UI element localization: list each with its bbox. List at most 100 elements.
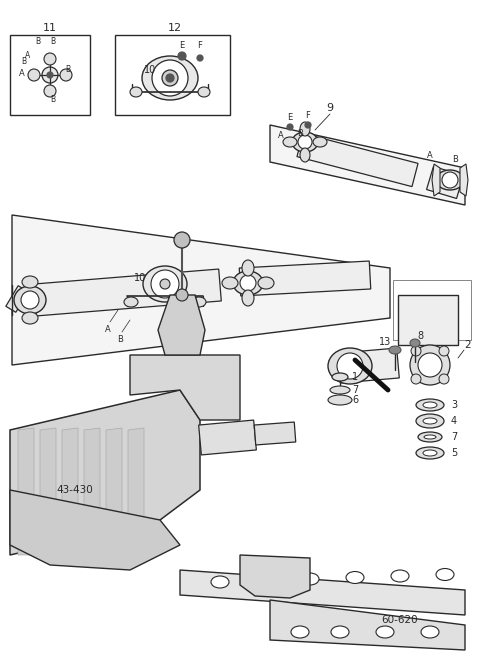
- Ellipse shape: [242, 290, 254, 306]
- Ellipse shape: [411, 346, 421, 356]
- Polygon shape: [297, 133, 418, 186]
- Ellipse shape: [233, 271, 263, 295]
- Text: 43-430: 43-430: [57, 485, 94, 495]
- Text: 13: 13: [379, 337, 391, 347]
- Text: E: E: [180, 41, 185, 51]
- Ellipse shape: [418, 432, 442, 442]
- Text: B: B: [50, 37, 56, 47]
- Ellipse shape: [28, 69, 40, 81]
- Text: B: B: [50, 96, 56, 104]
- Ellipse shape: [44, 53, 56, 65]
- Ellipse shape: [423, 418, 437, 424]
- Ellipse shape: [211, 576, 229, 588]
- Bar: [393, 280, 471, 340]
- Polygon shape: [199, 420, 256, 455]
- Ellipse shape: [391, 570, 409, 582]
- Ellipse shape: [42, 67, 58, 83]
- Ellipse shape: [44, 85, 56, 97]
- Ellipse shape: [130, 87, 142, 97]
- Text: 2: 2: [465, 340, 471, 350]
- Ellipse shape: [298, 135, 312, 149]
- Ellipse shape: [376, 626, 394, 638]
- Ellipse shape: [389, 346, 401, 354]
- Ellipse shape: [410, 345, 450, 385]
- Text: A: A: [25, 51, 31, 60]
- Text: B: B: [452, 155, 458, 165]
- Polygon shape: [62, 428, 78, 555]
- Ellipse shape: [330, 386, 350, 394]
- Polygon shape: [18, 428, 34, 555]
- Text: B: B: [117, 335, 123, 344]
- Text: B: B: [22, 58, 26, 66]
- Bar: [115, 35, 230, 115]
- Ellipse shape: [198, 87, 210, 97]
- Text: B: B: [36, 37, 41, 47]
- Ellipse shape: [60, 69, 72, 81]
- Ellipse shape: [337, 353, 363, 379]
- Ellipse shape: [240, 275, 256, 291]
- Ellipse shape: [328, 395, 352, 405]
- Text: A: A: [19, 68, 25, 77]
- Bar: [10, 35, 90, 115]
- Ellipse shape: [162, 70, 178, 86]
- Ellipse shape: [313, 137, 327, 147]
- Text: 5: 5: [451, 448, 457, 458]
- Text: 10: 10: [144, 65, 156, 75]
- Text: 4: 4: [451, 416, 457, 426]
- Polygon shape: [34, 269, 221, 316]
- Ellipse shape: [423, 450, 437, 456]
- Ellipse shape: [418, 353, 442, 377]
- Polygon shape: [270, 125, 465, 205]
- Polygon shape: [427, 167, 464, 199]
- Ellipse shape: [258, 277, 274, 289]
- Polygon shape: [10, 490, 180, 570]
- Text: F: F: [306, 110, 311, 119]
- Ellipse shape: [283, 137, 297, 147]
- Ellipse shape: [442, 172, 458, 188]
- Text: A: A: [278, 131, 284, 140]
- Ellipse shape: [176, 289, 188, 301]
- Ellipse shape: [142, 56, 198, 100]
- Ellipse shape: [416, 447, 444, 459]
- Ellipse shape: [222, 277, 238, 289]
- Polygon shape: [10, 390, 200, 555]
- Ellipse shape: [287, 124, 293, 130]
- Ellipse shape: [411, 374, 421, 384]
- Polygon shape: [40, 428, 56, 555]
- Text: 6: 6: [352, 395, 358, 405]
- Ellipse shape: [178, 52, 186, 60]
- Ellipse shape: [416, 399, 444, 411]
- Ellipse shape: [436, 170, 464, 190]
- Ellipse shape: [439, 374, 449, 384]
- Ellipse shape: [22, 312, 38, 324]
- Polygon shape: [239, 261, 371, 296]
- Ellipse shape: [292, 132, 318, 152]
- Text: 11: 11: [43, 23, 57, 33]
- Ellipse shape: [416, 414, 444, 428]
- Polygon shape: [12, 215, 390, 365]
- Polygon shape: [339, 348, 399, 383]
- Text: 7: 7: [352, 385, 358, 395]
- Ellipse shape: [300, 122, 310, 136]
- Text: B: B: [297, 129, 303, 138]
- Text: A: A: [427, 150, 433, 159]
- Polygon shape: [432, 164, 440, 196]
- Text: E: E: [288, 113, 293, 123]
- Text: 9: 9: [326, 103, 334, 113]
- Polygon shape: [254, 422, 296, 445]
- Ellipse shape: [436, 569, 454, 581]
- Ellipse shape: [192, 297, 206, 307]
- Ellipse shape: [423, 402, 437, 408]
- Bar: [393, 280, 471, 340]
- Polygon shape: [106, 428, 122, 555]
- Ellipse shape: [439, 346, 449, 356]
- Ellipse shape: [424, 435, 436, 439]
- Ellipse shape: [21, 291, 39, 309]
- Polygon shape: [270, 600, 465, 650]
- Text: A: A: [105, 325, 111, 335]
- Text: 7: 7: [451, 432, 457, 442]
- Ellipse shape: [305, 122, 311, 128]
- Text: B: B: [65, 66, 71, 75]
- Ellipse shape: [152, 60, 188, 96]
- Ellipse shape: [22, 276, 38, 288]
